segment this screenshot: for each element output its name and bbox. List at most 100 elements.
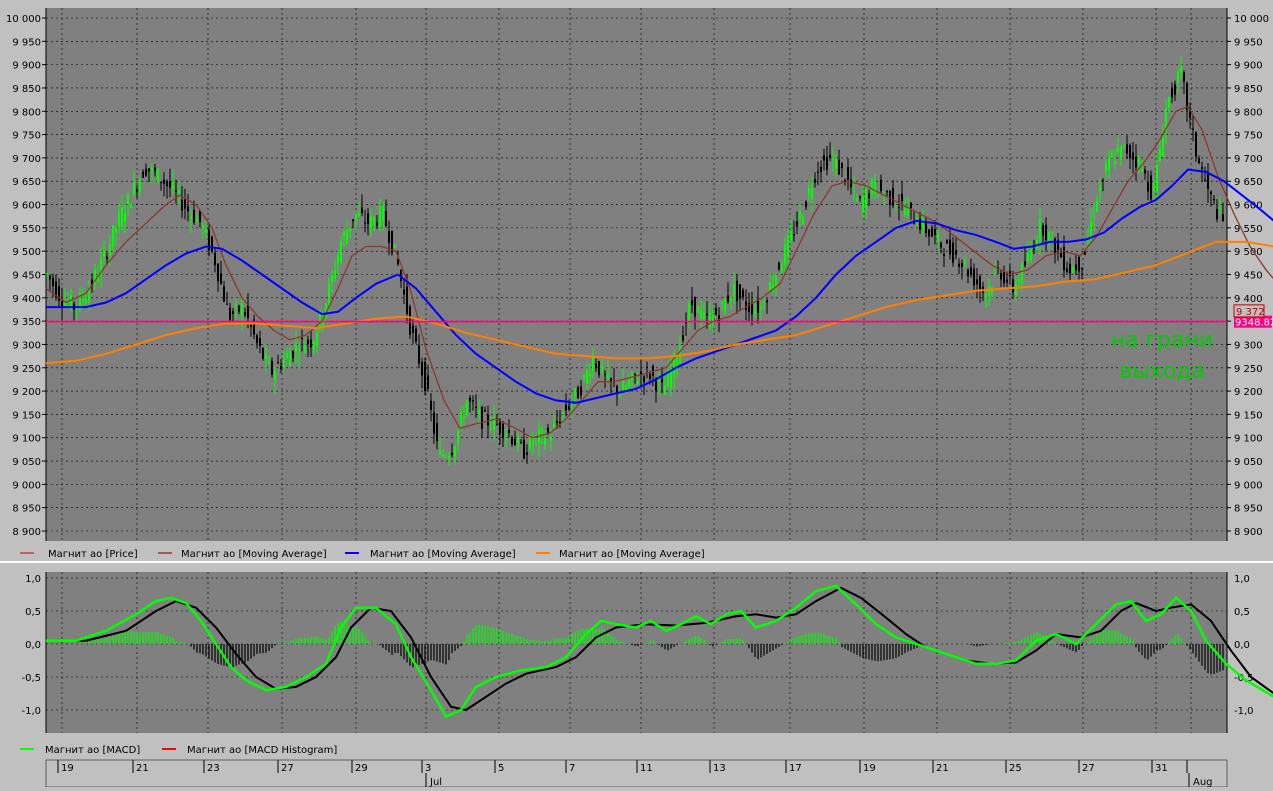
price-bar: [553, 423, 555, 428]
legend-label-ma-mid: Магнит ао [Moving Average]: [370, 549, 516, 560]
price-bar: [388, 231, 390, 243]
price-bar: [622, 381, 624, 391]
macd-line-0: [46, 584, 1273, 719]
price-line-2: [46, 168, 1273, 404]
price-bar: [799, 211, 801, 220]
price-bar: [124, 213, 126, 223]
price-bar: [250, 324, 252, 327]
macd-tick-label-left: 1,0: [25, 574, 41, 585]
price-bar: [1027, 252, 1029, 261]
price-bar: [979, 276, 981, 290]
price-tick-label-right: 9 300: [1234, 340, 1263, 351]
price-bar: [1093, 215, 1095, 217]
price-bar: [1057, 239, 1059, 250]
price-bar: [1162, 136, 1164, 157]
legend-label-ma-long: Магнит ао [Moving Average]: [559, 549, 705, 560]
price-tick-label-left: 9 400: [12, 294, 41, 305]
price-bar: [1033, 248, 1035, 250]
price-bar: [628, 380, 630, 387]
time-tick-label: 7: [569, 763, 575, 774]
price-bar: [505, 434, 507, 437]
price-bar: [448, 455, 450, 459]
time-tick-label: 17: [789, 763, 802, 774]
macd-tick-label-right: -1,0: [1234, 706, 1254, 717]
price-legend: Магнит ао [Price] Магнит ао [Moving Aver…: [20, 549, 705, 560]
price-bar: [310, 339, 312, 348]
price-bar: [151, 167, 153, 171]
price-bar: [826, 156, 828, 170]
price-bar: [805, 201, 807, 208]
price-bar: [556, 421, 558, 423]
price-bar: [667, 369, 669, 387]
price-bar: [808, 188, 810, 195]
legend-label-price: Магнит ао [Price]: [48, 549, 138, 560]
price-tick-label-left: 9 200: [12, 387, 41, 398]
price-tick-label-right: 9 650: [1234, 177, 1263, 188]
price-bar: [1210, 191, 1212, 194]
price-bar: [520, 441, 522, 443]
price-bar: [472, 400, 474, 402]
price-bar: [748, 303, 750, 313]
price-bar: [604, 373, 606, 375]
price-tick-label-left: 9 450: [12, 271, 41, 282]
macd-tick-label-right: 0,5: [1234, 607, 1250, 618]
price-bar: [706, 313, 708, 316]
macd-tick-label-left: -1,0: [21, 706, 41, 717]
price-bar: [1006, 279, 1008, 283]
price-bar: [802, 216, 804, 225]
price-bar: [49, 275, 51, 280]
price-bar: [670, 368, 672, 388]
price-bar: [835, 158, 837, 169]
price-bar: [1087, 237, 1089, 243]
price-bar: [265, 354, 267, 359]
price-bar: [1144, 169, 1146, 174]
price-bar: [394, 244, 396, 248]
price-bar: [349, 227, 351, 232]
price-bar: [1024, 261, 1026, 266]
price-bar: [742, 289, 744, 298]
macd-tick-label-left: -0,5: [21, 673, 41, 684]
price-bar: [1207, 173, 1209, 190]
price-bar: [565, 404, 567, 411]
price-bar: [676, 358, 678, 371]
price-bar: [718, 315, 720, 321]
price-bar: [1153, 183, 1155, 191]
price-bar: [226, 303, 228, 305]
price-bar: [1030, 249, 1032, 261]
price-bar: [595, 363, 597, 369]
price-bar: [586, 370, 588, 384]
price-bar: [1174, 84, 1176, 95]
price-bar: [571, 402, 573, 405]
price-bar: [811, 188, 813, 199]
price-bar: [631, 371, 633, 381]
price-bar: [478, 409, 480, 415]
price-bar: [1135, 156, 1137, 168]
price-bar: [268, 361, 270, 364]
time-tick-label: 23: [207, 763, 220, 774]
price-bar: [424, 361, 426, 392]
price-bar: [490, 427, 492, 430]
price-bar: [643, 376, 645, 383]
price-bar: [487, 414, 489, 426]
price-bar: [307, 339, 309, 344]
price-bar: [1171, 88, 1173, 98]
macd-panel-plot-area[interactable]: [46, 572, 1227, 733]
price-tick-label-right: 9 150: [1234, 410, 1263, 421]
price-bar: [1054, 238, 1056, 254]
legend-label-histogram: Магнит ао [MACD Histogram]: [187, 745, 337, 756]
price-bar: [484, 410, 486, 412]
time-tick-label: 27: [281, 763, 294, 774]
price-bar: [820, 166, 822, 172]
price-bar: [178, 189, 180, 194]
price-tick-label-left: 9 100: [12, 434, 41, 445]
price-bar: [127, 194, 129, 205]
price-bar: [451, 452, 453, 456]
price-bar: [859, 196, 861, 198]
price-bar: [688, 303, 690, 321]
time-tick-label: 27: [1082, 763, 1095, 774]
price-bar: [1201, 166, 1203, 170]
price-tick-label-right: 9 100: [1234, 434, 1263, 445]
price-bar: [181, 199, 183, 211]
price-bar: [838, 159, 840, 175]
